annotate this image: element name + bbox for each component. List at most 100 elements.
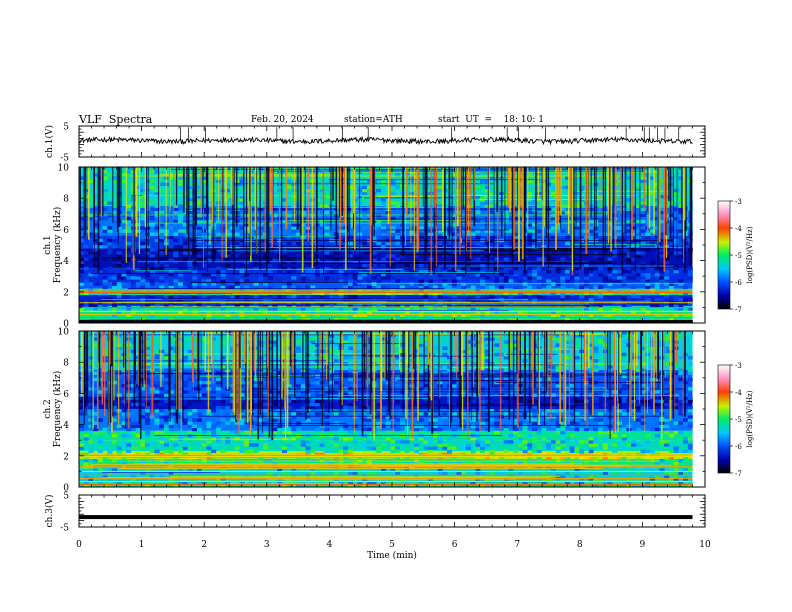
sferic-streak xyxy=(254,167,257,230)
spectral-cell xyxy=(192,474,198,478)
sferic-streak xyxy=(610,167,612,252)
spectral-cell xyxy=(149,440,155,444)
spectral-cell xyxy=(97,241,103,246)
spectral-cell xyxy=(286,282,292,286)
narrowband-line xyxy=(127,288,445,290)
spectral-cell xyxy=(173,279,179,283)
spectral-cell xyxy=(159,288,165,293)
spectral-cell xyxy=(286,288,292,293)
spectral-cell xyxy=(395,307,401,311)
spectral-cell xyxy=(668,191,674,196)
spectral-cell xyxy=(338,288,344,293)
spectral-cell xyxy=(225,229,231,233)
spectral-cell xyxy=(635,273,641,277)
spectral-cell xyxy=(272,340,278,344)
spectral-cell xyxy=(145,251,151,255)
spectral-cell xyxy=(409,282,415,286)
spectral-cell xyxy=(277,474,283,478)
spectral-cell xyxy=(409,191,415,196)
date-label: Feb. 20, 2024 xyxy=(251,115,314,125)
spectral-cell xyxy=(329,437,335,441)
sferic-streak xyxy=(221,167,223,263)
spectral-cell xyxy=(79,226,85,230)
spectral-cell xyxy=(130,334,136,338)
spectral-cell xyxy=(267,458,273,463)
sferic-streak xyxy=(647,167,649,212)
spectral-cell xyxy=(404,371,410,375)
spectral-cell xyxy=(635,254,641,258)
spectral-cell xyxy=(489,313,495,318)
spectral-cell xyxy=(678,182,684,187)
spectral-cell xyxy=(145,188,151,193)
spectral-cell xyxy=(121,310,127,314)
spectral-cell xyxy=(588,266,594,271)
spectral-cell xyxy=(277,288,283,293)
spectral-cell xyxy=(399,421,405,425)
spectral-cell xyxy=(230,365,236,369)
spectral-cell xyxy=(267,352,273,357)
spectral-cell xyxy=(414,424,420,429)
spectral-cell xyxy=(263,352,269,357)
sferic-streak xyxy=(681,167,683,259)
spectral-cell xyxy=(225,254,231,258)
spectral-cell xyxy=(399,418,405,422)
spectral-cell xyxy=(159,377,165,382)
spectral-cell xyxy=(664,260,670,265)
spectral-cell xyxy=(187,421,193,425)
spectral-cell xyxy=(343,313,349,318)
spectral-cell xyxy=(291,195,297,199)
spectral-cell xyxy=(338,480,344,485)
spectral-cell xyxy=(621,232,627,236)
spectral-cell xyxy=(362,167,368,171)
spectral-cell xyxy=(178,245,184,249)
spectral-cell xyxy=(631,191,637,196)
spectral-cell xyxy=(532,245,538,249)
spectral-cell xyxy=(376,288,382,293)
spectral-cell xyxy=(140,387,146,391)
spectral-cell xyxy=(107,427,113,432)
spectral-cell xyxy=(550,241,556,246)
sferic-streak xyxy=(444,167,446,268)
spectral-cell xyxy=(451,173,457,177)
spectral-cell xyxy=(418,430,424,435)
spectral-cell xyxy=(291,226,297,230)
spectral-cell xyxy=(182,418,188,422)
spectral-cell xyxy=(414,458,420,463)
spectral-cell xyxy=(145,269,151,274)
spectral-cell xyxy=(248,316,254,321)
spectral-cell xyxy=(418,213,424,218)
spectral-cell xyxy=(399,316,405,321)
spectral-cell xyxy=(263,282,269,286)
spectral-cell xyxy=(366,279,372,283)
spectral-cell xyxy=(230,294,236,299)
spectral-cell xyxy=(347,368,354,372)
spectral-cell xyxy=(79,471,85,475)
spectral-cell xyxy=(423,285,429,289)
spectral-cell xyxy=(475,307,481,311)
spectral-cell xyxy=(319,468,325,472)
spectral-cell xyxy=(187,216,193,221)
spectral-cell xyxy=(286,179,292,183)
spectral-cell xyxy=(140,207,146,211)
spectral-cell xyxy=(196,483,202,488)
spectral-cell xyxy=(668,263,674,268)
spectral-cell xyxy=(182,191,188,196)
spectral-cell xyxy=(286,294,292,299)
spectral-cell xyxy=(626,254,632,258)
spectral-cell xyxy=(187,349,193,354)
spectral-cell xyxy=(447,307,453,311)
spectral-cell xyxy=(329,254,335,258)
spectral-cell xyxy=(489,232,495,236)
spectral-cell xyxy=(414,443,420,447)
spectral-cell xyxy=(168,421,174,425)
spectral-cell xyxy=(201,365,207,369)
spectral-cell xyxy=(442,285,448,289)
spectral-cell xyxy=(366,440,372,444)
spectral-cell xyxy=(135,452,141,457)
spectral-cell xyxy=(79,437,85,441)
spectral-cell xyxy=(135,387,141,391)
spectral-cell xyxy=(211,273,217,277)
spectral-cell xyxy=(338,226,344,230)
spectral-cell xyxy=(206,424,212,429)
sferic-streak xyxy=(454,167,457,271)
